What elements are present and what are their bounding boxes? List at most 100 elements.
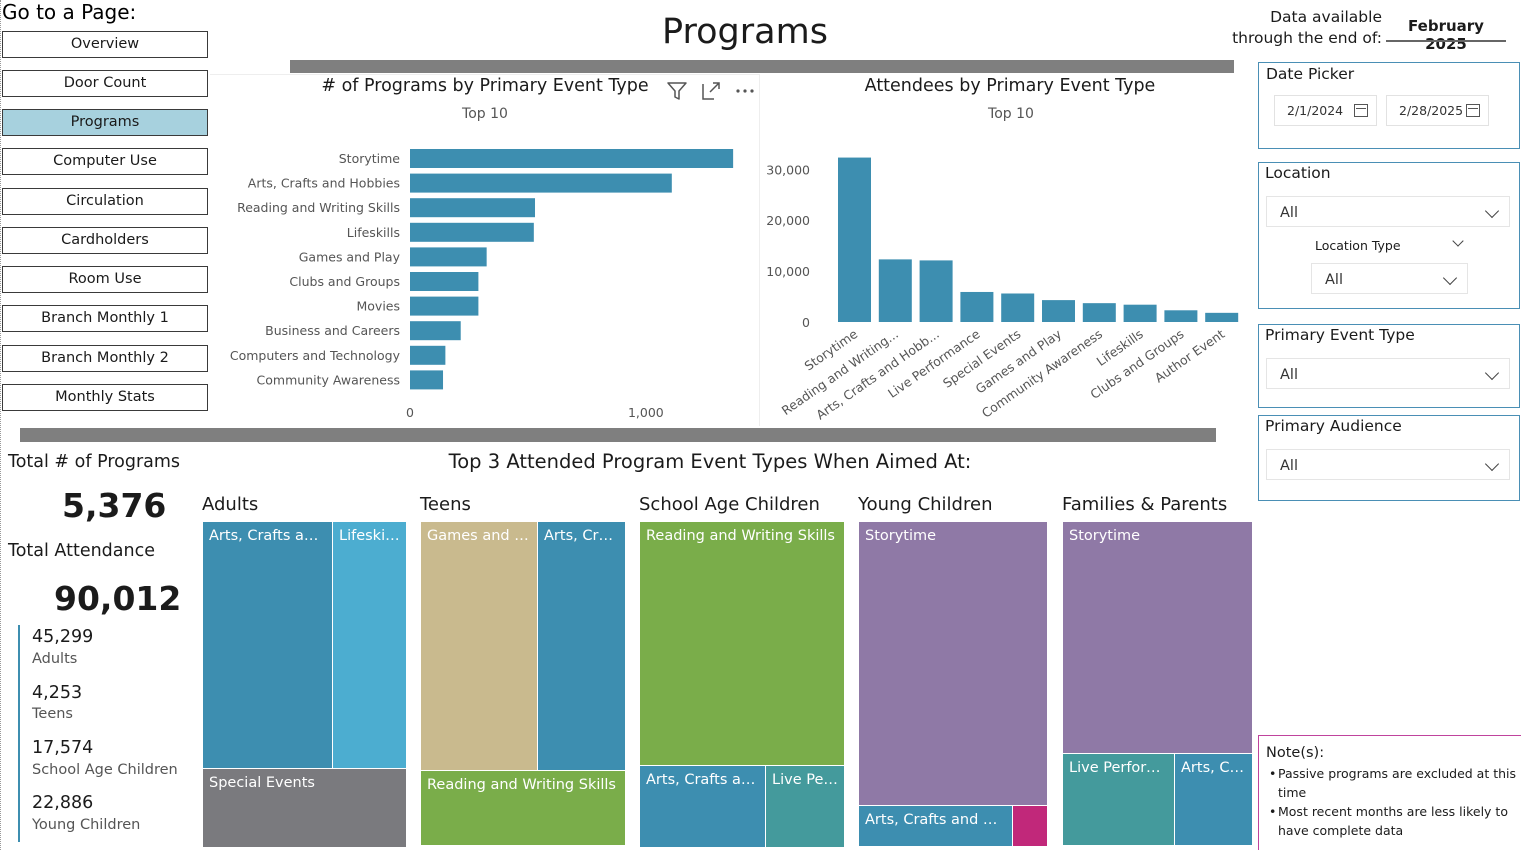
nav-button-branch-monthly-2[interactable]: Branch Monthly 2 (2, 345, 208, 372)
tile-adults-3[interactable]: Special Events (202, 768, 407, 848)
nav-button-cardholders[interactable]: Cardholders (2, 227, 208, 254)
young-children-attendance-value: 22,886 (32, 793, 94, 813)
chevron-down-icon (1442, 270, 1458, 286)
title-divider (290, 60, 1234, 73)
category-label: Reading and Writing Skills (237, 200, 400, 215)
bar-programs (410, 173, 672, 193)
tile-young-children-3[interactable] (1012, 805, 1048, 847)
availability-underline (1386, 40, 1506, 42)
tile-teens-2[interactable]: Arts, Craf... (537, 521, 626, 771)
start-date-value: 2/1/2024 (1287, 103, 1344, 118)
bar-programs (410, 321, 461, 341)
tile-families-3[interactable]: Arts, Cr... (1174, 753, 1253, 846)
event-type-dropdown-value: All (1280, 367, 1298, 383)
category-label: Games and Play (299, 249, 401, 264)
nav-button-monthly-stats[interactable]: Monthly Stats (2, 384, 208, 411)
nav-button-door-count[interactable]: Door Count (2, 70, 208, 97)
tile-school-age-2[interactable]: Arts, Crafts an... (639, 765, 766, 848)
y-tick-label: 10,000 (766, 264, 810, 279)
bar-programs (410, 149, 734, 168)
attendees-chart-subtitle: Top 10 (988, 106, 1034, 122)
event-type-title: Primary Event Type (1265, 326, 1415, 344)
y-tick-label: 0 (802, 315, 810, 330)
bar-programs (410, 222, 534, 242)
location-dropdown[interactable]: All (1266, 196, 1510, 227)
tile-school-age-3[interactable]: Live Per... (765, 765, 845, 848)
programs-bar-chart: Storytime Arts, Crafts and Hobbies Reading… (230, 149, 734, 420)
note-item: Most recent months are less likely to ha… (1269, 802, 1520, 840)
school-age-attendance-value: 17,574 (32, 738, 94, 758)
bar-attendees (878, 259, 912, 322)
data-availability-label: Data available through the end of: (1228, 7, 1382, 49)
location-type-dropdown-value: All (1325, 272, 1343, 288)
tile-teens-1[interactable]: Games and P... (420, 521, 538, 771)
end-date-value: 2/28/2025 (1399, 103, 1464, 118)
nav-button-branch-monthly-1[interactable]: Branch Monthly 1 (2, 305, 208, 332)
data-availability-line-1: Data available (1270, 8, 1382, 26)
treemap-title-adults: Adults (202, 494, 259, 515)
tile-young-children-2[interactable]: Arts, Crafts and Ho... (858, 805, 1013, 847)
young-children-attendance-label: Young Children (32, 817, 141, 833)
category-label: Arts, Crafts and Hobbies (248, 176, 400, 191)
nav-button-circulation[interactable]: Circulation (2, 188, 208, 215)
page-title: Programs (662, 12, 828, 52)
category-label: Lifeskills (347, 225, 400, 240)
bar-attendees (1123, 304, 1157, 322)
audience-dropdown[interactable]: All (1266, 449, 1510, 480)
note-item: Passive programs are excluded at this ti… (1269, 764, 1520, 802)
date-picker-title: Date Picker (1266, 65, 1355, 83)
category-label: Storytime (339, 151, 401, 166)
event-type-slicer (1258, 324, 1520, 408)
category-label: Clubs and Groups (289, 274, 400, 289)
adults-attendance-value: 45,299 (32, 627, 94, 647)
nav-button-programs[interactable]: Programs (2, 109, 208, 136)
chevron-down-icon (1484, 456, 1500, 472)
chevron-down-icon (1484, 365, 1500, 381)
notes-box (1258, 735, 1521, 850)
bar-attendees (838, 157, 871, 322)
bar-attendees (1164, 310, 1198, 322)
nav-title: Go to a Page: (2, 0, 137, 24)
data-availability-line-2: through the end of: (1232, 29, 1382, 47)
bar-attendees (919, 260, 953, 322)
nav-button-computer-use[interactable]: Computer Use (2, 148, 208, 175)
programs-chart-subtitle: Top 10 (462, 106, 508, 122)
nav-button-room-use[interactable]: Room Use (2, 266, 208, 293)
total-attendance-value: 90,012 (54, 579, 182, 618)
event-type-dropdown[interactable]: All (1266, 358, 1510, 389)
bar-programs (410, 296, 479, 316)
location-type-dropdown[interactable]: All (1311, 263, 1468, 294)
bar-programs (410, 272, 479, 291)
tile-families-2[interactable]: Live Perform... (1062, 753, 1175, 846)
calendar-icon[interactable] (1354, 104, 1368, 117)
focus-mode-icon[interactable] (700, 80, 722, 102)
tile-young-children-1[interactable]: Storytime (858, 521, 1048, 806)
x-tick-label: 1,000 (628, 405, 664, 420)
location-slicer (1258, 162, 1520, 309)
tile-adults-1[interactable]: Arts, Crafts and... (202, 521, 333, 769)
programs-chart-panel (210, 74, 760, 426)
tile-teens-3[interactable]: Reading and Writing Skills (420, 770, 626, 846)
attendees-chart-title: Attendees by Primary Event Type (864, 76, 1156, 96)
end-date-input[interactable]: 2/28/2025 (1386, 95, 1489, 126)
category-label: Movies (356, 299, 400, 314)
location-title: Location (1265, 164, 1331, 182)
date-picker-slicer (1258, 62, 1520, 149)
treemaps-title: Top 3 Attended Program Event Types When … (448, 450, 972, 473)
teens-attendance-value: 4,253 (32, 683, 83, 703)
category-label: Business and Careers (265, 323, 400, 338)
start-date-input[interactable]: 2/1/2024 (1274, 95, 1377, 126)
treemap-title-teens: Teens (420, 494, 471, 515)
location-dropdown-value: All (1280, 205, 1298, 221)
tile-school-age-1[interactable]: Reading and Writing Skills (639, 521, 845, 766)
more-options-icon[interactable] (734, 80, 756, 102)
page-border (0, 0, 1, 850)
filter-icon[interactable] (666, 80, 688, 102)
bar-attendees (960, 291, 994, 322)
nav-button-overview[interactable]: Overview (2, 31, 208, 58)
tile-families-1[interactable]: Storytime (1062, 521, 1253, 754)
category-label: Computers and Technology (230, 348, 401, 363)
tile-adults-2[interactable]: Lifeskills (332, 521, 407, 769)
audience-slicer (1258, 415, 1520, 501)
calendar-icon[interactable] (1466, 104, 1480, 117)
